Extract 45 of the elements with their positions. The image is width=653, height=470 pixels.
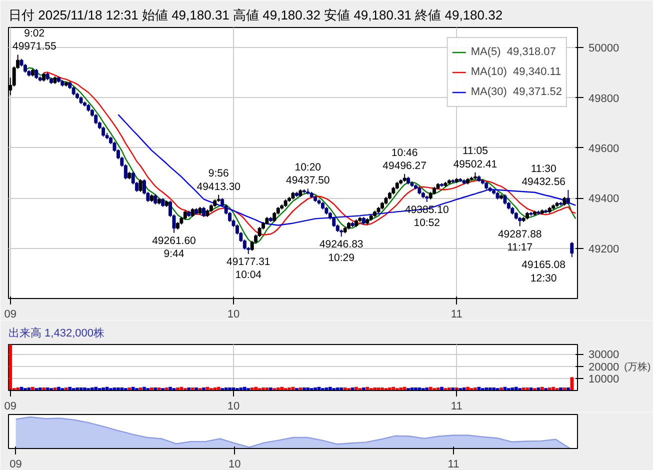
text: (万株)	[624, 361, 651, 373]
x-tick-label: 11	[448, 458, 460, 470]
text: 49246.83 10:29	[319, 238, 364, 264]
y-tick-label: 30000	[588, 349, 620, 362]
bar	[8, 344, 12, 390]
y-tick-label: 49200	[588, 243, 620, 256]
x-tick-label: 10	[228, 458, 241, 470]
text: 11:05 49502.41	[453, 145, 498, 170]
x-tick-label: 09	[4, 308, 16, 320]
y-tick-label: 49800	[588, 92, 620, 105]
y-tick-label: 10000	[588, 373, 620, 386]
text: 49261.60 9:44	[152, 234, 196, 260]
legend-label: MA(10) 49,340.11	[470, 66, 562, 78]
x-tick-label: 10	[227, 400, 240, 412]
text: 10:20 49437.50	[286, 162, 330, 187]
bar	[570, 377, 574, 390]
candlestick	[518, 216, 522, 227]
x-tick-label: 11	[450, 400, 462, 412]
y-tick-label: 49600	[588, 142, 620, 155]
x-tick-label: 10	[227, 308, 240, 320]
line-series	[118, 114, 576, 226]
candlestick	[570, 242, 574, 258]
candlestick	[138, 178, 142, 192]
x-tick-label: 09	[4, 400, 16, 412]
x-tick-label: 09	[10, 458, 22, 470]
legend-label: MA(5) 49,318.07	[470, 46, 556, 58]
text: 49287.88 11:17	[498, 228, 542, 254]
candlestick	[202, 206, 206, 218]
candlestick	[154, 194, 158, 205]
x-tick-label: 11	[450, 308, 462, 320]
text: 9:02 49971.55	[12, 28, 56, 53]
chart-title: 出来高 1,432,000株	[8, 326, 104, 340]
text: 49177.31 10:04	[226, 256, 270, 282]
text: 11:30 49432.56	[522, 162, 566, 188]
y-tick-label: 50000	[588, 42, 620, 55]
text: 49165.08 12:30	[522, 259, 566, 284]
candlestick	[566, 189, 570, 205]
text: 9:56 49413.30	[196, 168, 241, 193]
y-tick-label: 49400	[588, 193, 620, 206]
y-tick-label: 20000	[588, 361, 620, 374]
text: 10:46 49496.27	[382, 146, 426, 172]
legend-label: MA(30) 49,371.52	[470, 86, 562, 98]
candlestick	[272, 211, 276, 222]
chart-title: 日付 2025/11/18 12:31 始値 49,180.31 高値 49,180.32 安値 49,180.31 終値 49,180.32	[8, 8, 503, 22]
candlestick	[34, 68, 38, 80]
